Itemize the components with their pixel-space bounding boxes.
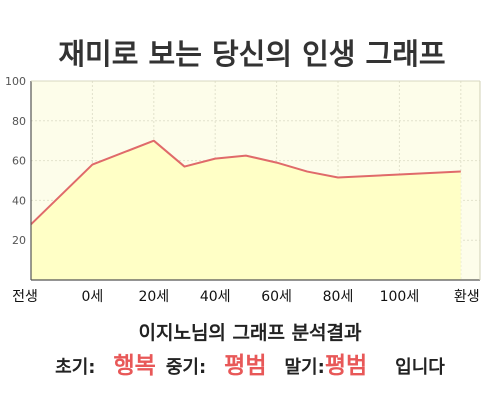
x-tick-label: 전생	[12, 289, 38, 305]
y-tick-label: 40	[12, 194, 26, 207]
x-tick-label: 0세	[82, 289, 104, 305]
y-tick-label: 20	[12, 234, 26, 247]
mid-value: 평범	[224, 353, 267, 379]
axes	[30, 80, 481, 281]
y-tick-label: 80	[12, 115, 26, 128]
early-value: 행복	[113, 353, 156, 379]
result-title: 이지노님의 그래프 분석결과	[138, 322, 362, 344]
chart-title: 재미로 보는 당신의 인생 그래프	[58, 37, 445, 71]
x-tick-label: 60세	[261, 289, 292, 305]
mid-label: 중기:	[165, 357, 207, 378]
y-tick-labels: 20 40 60 80 100	[5, 75, 26, 247]
x-tick-labels: 전생 0세 20세 40세 60세 80세 100세 환생	[12, 289, 480, 305]
x-tick-label: 환생	[454, 289, 480, 305]
x-tick-label: 20세	[138, 289, 169, 305]
y-tick-label: 100	[5, 75, 26, 88]
late-value: 평범	[324, 353, 368, 379]
late-label: 말기:	[284, 357, 325, 378]
life-curve-line	[30, 139, 461, 225]
result-summary: 초기: 행복 중기: 평범 말기:평범 입니다	[0, 346, 500, 380]
early-label: 초기:	[55, 357, 96, 378]
x-tick-label: 100세	[380, 289, 420, 305]
y-tick-label: 60	[12, 155, 26, 168]
x-tick-label: 40세	[200, 289, 231, 305]
result-suffix: 입니다	[395, 357, 445, 378]
x-tick-label: 80세	[323, 289, 354, 305]
life-curve-area	[31, 140, 461, 280]
